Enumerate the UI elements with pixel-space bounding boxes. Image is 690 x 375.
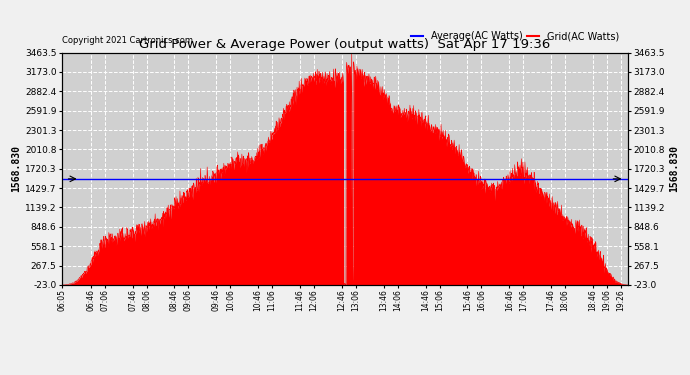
Text: Copyright 2021 Cartronics.com: Copyright 2021 Cartronics.com xyxy=(62,36,193,45)
Title: Grid Power & Average Power (output watts)  Sat Apr 17 19:36: Grid Power & Average Power (output watts… xyxy=(139,38,551,51)
Legend: Average(AC Watts), Grid(AC Watts): Average(AC Watts), Grid(AC Watts) xyxy=(408,27,623,45)
Y-axis label: 1568.830: 1568.830 xyxy=(11,145,21,192)
Y-axis label: 1568.830: 1568.830 xyxy=(669,145,679,192)
